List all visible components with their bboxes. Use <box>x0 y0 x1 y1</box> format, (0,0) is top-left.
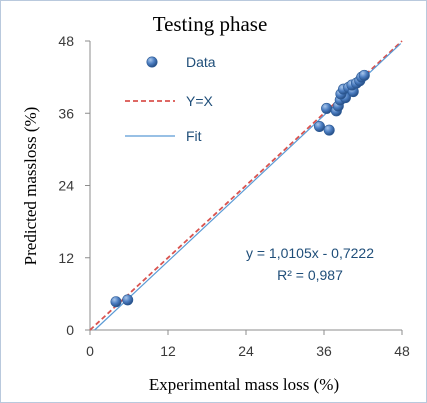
legend: Data Y=X Fit <box>125 54 216 144</box>
x-tick-label: 24 <box>238 343 254 359</box>
data-point <box>122 294 134 306</box>
data-point <box>358 69 370 81</box>
legend-data-label: Data <box>186 54 216 70</box>
data-points <box>110 69 370 308</box>
regression-equation: y = 1,0105x - 0,7222 <box>246 245 374 261</box>
axis-ticks: 0 12 24 36 48 0 12 24 36 48 <box>58 33 410 359</box>
chart-title: Testing phase <box>153 12 268 36</box>
legend-yx-label: Y=X <box>186 93 214 109</box>
y-axis-label: Predicted massloss (%) <box>21 107 40 266</box>
x-tick-label: 48 <box>394 343 410 359</box>
data-point <box>323 124 335 136</box>
legend-data-marker <box>146 56 158 68</box>
legend-fit-label: Fit <box>186 128 202 144</box>
data-point <box>110 296 122 308</box>
x-tick-label: 0 <box>86 343 94 359</box>
x-tick-label: 12 <box>160 343 176 359</box>
y-tick-label: 48 <box>58 33 74 49</box>
data-point <box>321 102 333 114</box>
y-tick-label: 0 <box>66 322 74 338</box>
y-tick-label: 36 <box>58 105 74 121</box>
x-axis-label: Experimental mass loss (%) <box>149 375 339 394</box>
r-squared-label: R² = 0,987 <box>277 267 343 283</box>
x-tick-label: 36 <box>316 343 332 359</box>
y-tick-label: 12 <box>58 250 74 266</box>
data-point <box>313 120 325 132</box>
y-tick-label: 24 <box>58 178 74 194</box>
